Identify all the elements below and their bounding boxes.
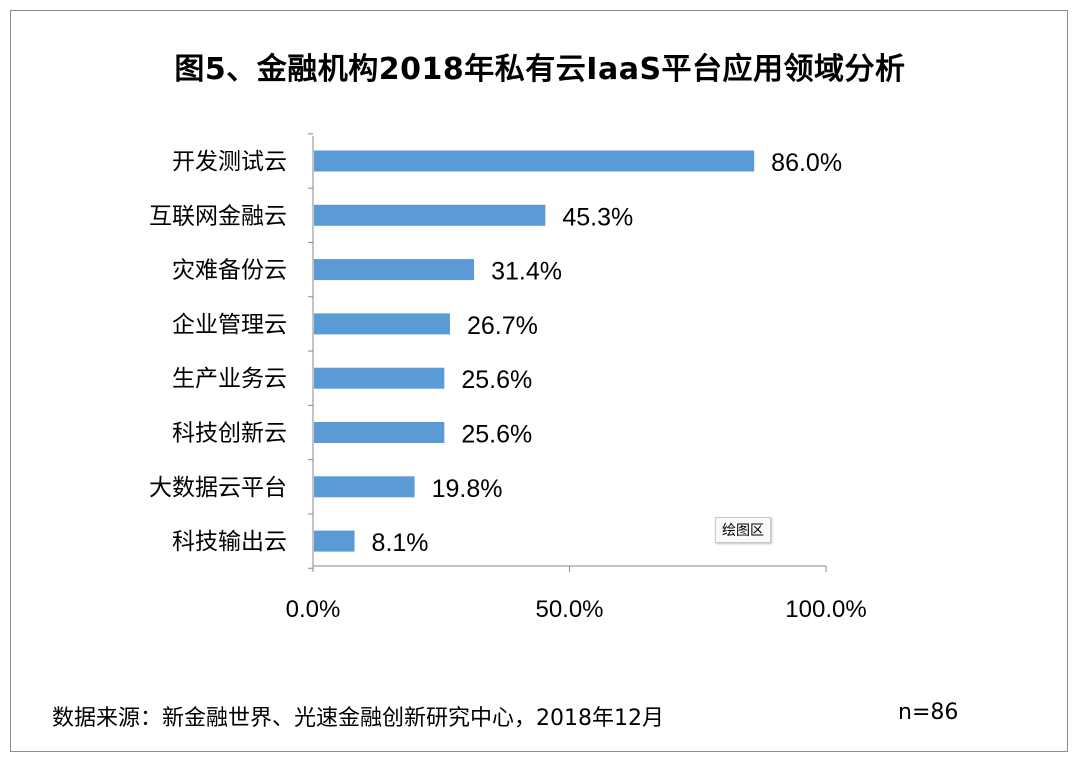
chart-bars <box>314 150 755 552</box>
plot-area-tooltip: 绘图区 <box>715 517 771 543</box>
value-label: 19.8% <box>432 475 503 503</box>
category-label: 生产业务云 <box>172 366 287 392</box>
category-label: 企业管理云 <box>172 312 287 338</box>
value-label: 86.0% <box>771 149 842 177</box>
category-label: 科技创新云 <box>172 421 287 447</box>
value-label: 8.1% <box>372 529 429 557</box>
category-label: 科技输出云 <box>172 529 287 555</box>
bar <box>314 530 355 552</box>
chart-title: 图5、金融机构2018年私有云IaaS平台应用领域分析 <box>174 52 906 87</box>
category-label: 互联网金融云 <box>149 203 287 229</box>
bar <box>314 259 475 281</box>
chart-frame <box>10 10 1068 752</box>
bar <box>314 150 755 172</box>
x-tick-label: 50.0% <box>535 596 603 623</box>
bar <box>314 367 445 389</box>
value-label: 25.6% <box>461 421 532 449</box>
x-tick-label: 100.0% <box>785 596 866 623</box>
category-label: 大数据云平台 <box>149 475 287 501</box>
sample-size: n=86 <box>898 700 959 725</box>
value-label: 31.4% <box>491 258 562 286</box>
bar <box>314 422 445 443</box>
value-label: 25.6% <box>461 366 532 394</box>
bar <box>314 476 415 498</box>
source-note: 数据来源：新金融世界、光速金融创新研究中心，2018年12月 <box>52 706 664 731</box>
value-label: 45.3% <box>562 203 633 231</box>
bar <box>314 313 450 335</box>
x-tick-label: 0.0% <box>286 596 341 623</box>
category-label: 开发测试云 <box>172 149 287 175</box>
category-label: 灾难备份云 <box>172 258 287 284</box>
value-label: 26.7% <box>467 312 538 340</box>
chart-labels: 0.0% 50.0% 100.0% 开发测试云 86.0% 互联网金融云 45.3% 灾难备份… <box>149 149 867 623</box>
bar <box>314 204 546 226</box>
chart-axes <box>308 133 827 572</box>
